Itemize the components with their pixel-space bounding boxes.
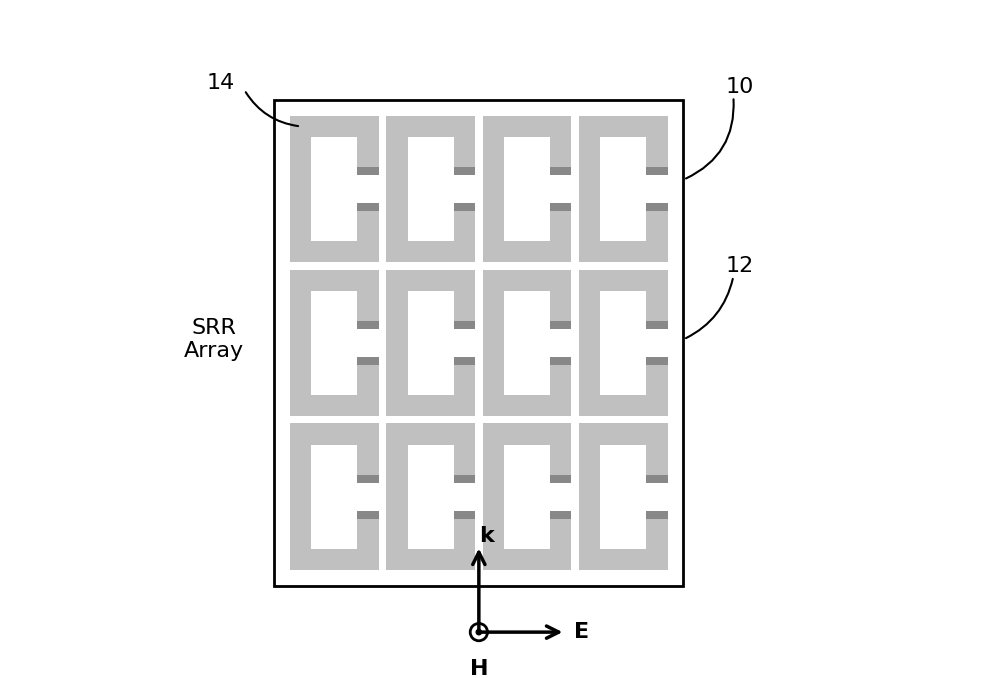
Bar bbox=[357, 357, 379, 365]
Bar bbox=[646, 167, 668, 175]
Bar bbox=[600, 137, 646, 241]
Bar bbox=[357, 321, 379, 329]
Bar bbox=[646, 167, 668, 211]
Bar bbox=[550, 511, 571, 519]
Bar bbox=[357, 321, 379, 365]
Bar bbox=[646, 203, 668, 211]
Bar bbox=[600, 291, 646, 395]
Text: SRR
Array: SRR Array bbox=[184, 318, 244, 361]
Bar bbox=[311, 291, 357, 395]
Bar bbox=[357, 167, 379, 175]
Bar bbox=[275, 100, 684, 586]
Text: 12: 12 bbox=[726, 256, 754, 276]
Bar bbox=[454, 475, 475, 483]
Bar bbox=[407, 137, 454, 241]
Bar bbox=[454, 167, 475, 211]
Bar bbox=[646, 321, 668, 329]
Bar bbox=[454, 511, 475, 519]
Bar bbox=[357, 475, 379, 519]
Bar bbox=[311, 445, 357, 549]
Bar bbox=[387, 424, 475, 570]
Bar bbox=[646, 475, 668, 519]
Bar bbox=[550, 357, 571, 365]
Bar bbox=[357, 167, 379, 211]
Bar bbox=[504, 137, 550, 241]
Bar bbox=[387, 116, 475, 262]
Text: k: k bbox=[480, 525, 494, 546]
Bar bbox=[483, 116, 571, 262]
Text: 10: 10 bbox=[726, 77, 754, 96]
Bar bbox=[454, 321, 475, 329]
Bar bbox=[454, 321, 475, 365]
Bar bbox=[550, 167, 571, 211]
Bar bbox=[357, 475, 379, 483]
Bar bbox=[454, 203, 475, 211]
Bar bbox=[504, 291, 550, 395]
Bar bbox=[290, 270, 379, 416]
Bar bbox=[454, 475, 475, 519]
Bar bbox=[311, 137, 357, 241]
Bar bbox=[387, 270, 475, 416]
Bar bbox=[646, 321, 668, 365]
Bar bbox=[550, 321, 571, 329]
Bar bbox=[646, 511, 668, 519]
Bar bbox=[579, 424, 668, 570]
Bar bbox=[579, 270, 668, 416]
Bar bbox=[357, 203, 379, 211]
Bar bbox=[407, 445, 454, 549]
Text: H: H bbox=[470, 659, 489, 678]
Bar bbox=[290, 116, 379, 262]
Bar bbox=[550, 203, 571, 211]
Bar bbox=[550, 475, 571, 483]
Bar bbox=[454, 167, 475, 175]
Text: E: E bbox=[575, 622, 590, 642]
Bar bbox=[454, 357, 475, 365]
Bar bbox=[290, 424, 379, 570]
Text: 14: 14 bbox=[207, 73, 235, 93]
Bar bbox=[357, 511, 379, 519]
Bar bbox=[646, 357, 668, 365]
Bar bbox=[483, 424, 571, 570]
Bar bbox=[550, 321, 571, 365]
Bar bbox=[579, 116, 668, 262]
Bar bbox=[646, 475, 668, 483]
Bar bbox=[504, 445, 550, 549]
Bar bbox=[550, 167, 571, 175]
Circle shape bbox=[476, 629, 482, 635]
Bar bbox=[407, 291, 454, 395]
Bar bbox=[600, 445, 646, 549]
Bar bbox=[550, 475, 571, 519]
Bar bbox=[483, 270, 571, 416]
